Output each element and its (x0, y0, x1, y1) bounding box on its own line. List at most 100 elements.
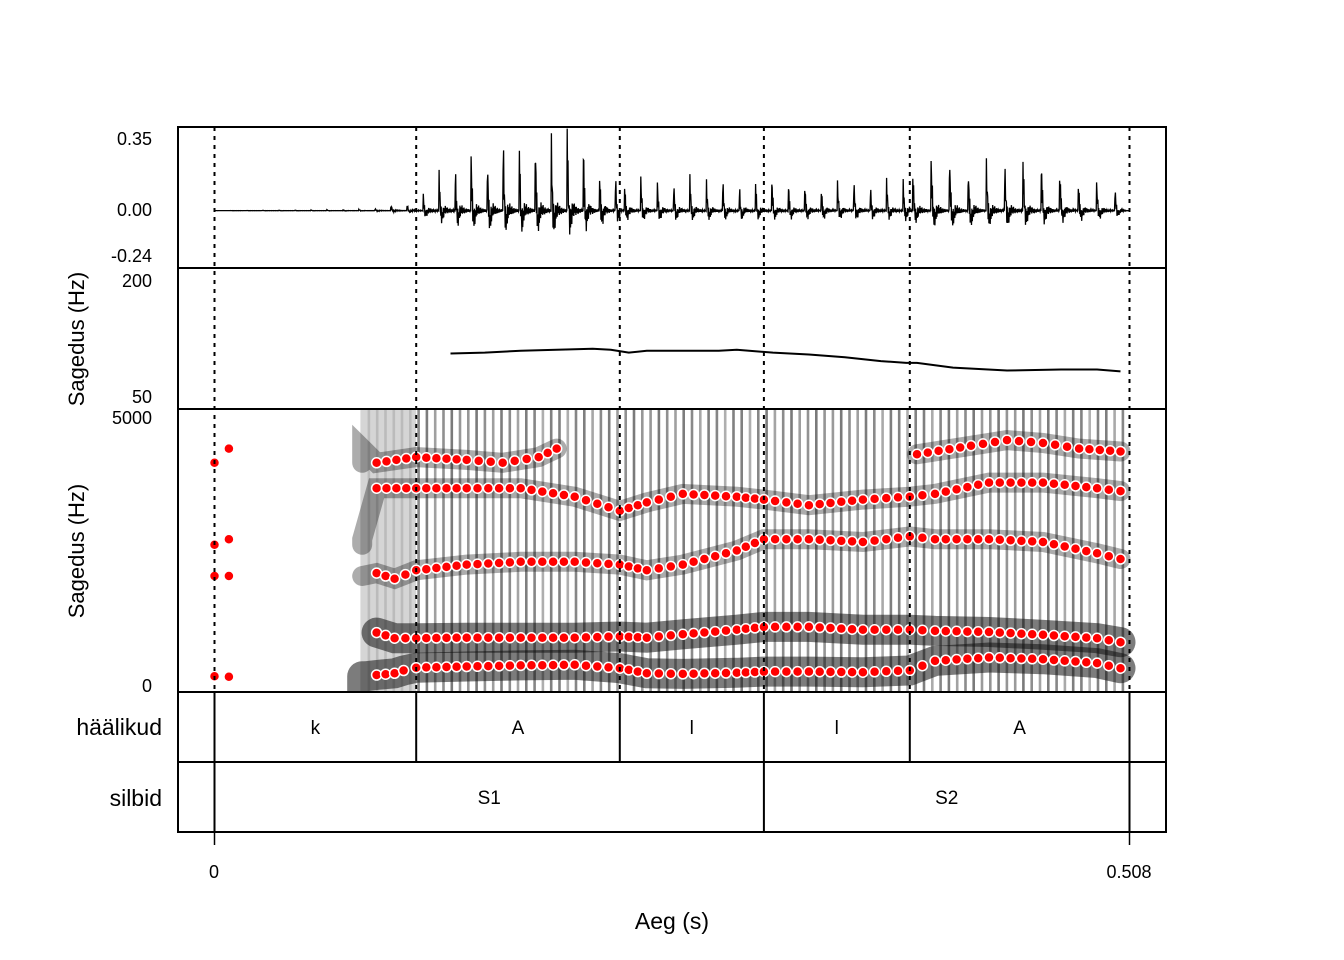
spectrogram-striation (897, 409, 901, 692)
formant-point-f1 (687, 667, 700, 680)
segment-boundaries (213, 127, 1131, 692)
formant-point-f2 (1015, 627, 1028, 640)
formant-point-f2 (399, 632, 412, 644)
formant-point-f1 (471, 660, 484, 673)
formant-point-f1 (1015, 652, 1028, 665)
formant-point-f5 (472, 455, 485, 467)
formant-point-f1 (983, 651, 995, 664)
formant-point-f3 (1069, 543, 1082, 555)
formant-point-f1 (1037, 653, 1049, 665)
spectrogram-striation (549, 409, 553, 692)
spectrogram-striation (491, 409, 495, 692)
spectrogram-striation (922, 409, 926, 692)
spectrogram-striation (997, 409, 1000, 692)
formant-point-f4 (880, 492, 893, 504)
formant-point-f2 (791, 621, 804, 633)
formant-point-f3 (1103, 550, 1115, 562)
formant-point-f4 (857, 493, 869, 506)
formant-point-f5 (390, 454, 403, 466)
formant-point-f1 (397, 664, 410, 677)
formant-point-f1 (623, 664, 635, 676)
formant-point-f5b (977, 438, 989, 450)
x-axis-label: Aeg (s) (635, 908, 709, 934)
formant-point-f1 (835, 666, 848, 678)
segment-label: l (835, 718, 839, 739)
formant-point-f2 (536, 631, 549, 644)
formant-point-f1 (916, 659, 929, 672)
formant-point-f1 (940, 654, 952, 666)
formant-point-f5 (508, 455, 521, 467)
formant-point-f3 (780, 533, 793, 545)
formant-point-f4 (892, 491, 904, 504)
formant-point-f5 (450, 453, 463, 466)
formant-point-f4 (940, 485, 952, 498)
formant-point-f2 (430, 632, 443, 644)
formant-point-f1 (1091, 657, 1103, 669)
formant-point-f4 (400, 482, 413, 494)
spectrogram-striation (616, 409, 619, 692)
formant-point-f5 (380, 455, 393, 468)
formant-point-f5 (541, 447, 554, 459)
formant-point-f2 (602, 631, 615, 643)
formant-point-f5b (1001, 434, 1013, 446)
formant-point-f2 (1026, 628, 1038, 641)
formant-point-f5b (965, 440, 977, 452)
formant-point-f1 (929, 655, 941, 667)
formant-point-f1 (504, 659, 516, 672)
formant-point-f5b (1061, 440, 1073, 453)
formant-point-f2 (450, 632, 463, 644)
formant-point-f5b (1037, 437, 1049, 449)
spectrogram-striation (475, 409, 478, 692)
formant-point-f5 (400, 452, 413, 465)
formant-point-f4 (720, 490, 732, 502)
spectrogram-striation (964, 409, 967, 692)
spectrogram-striation (1121, 409, 1125, 692)
formant-point-f1 (720, 667, 732, 679)
formant-point-f2 (857, 623, 869, 636)
formant-point-f4 (677, 488, 689, 500)
formant-point-f2 (824, 622, 837, 634)
spectrogram-striation (1013, 409, 1017, 692)
formant-point-f4 (514, 482, 527, 494)
spectrogram-striation (1038, 409, 1042, 692)
formant-point-f2 (1114, 636, 1127, 648)
formant-point-f2 (460, 631, 473, 644)
formant-point-f2 (983, 626, 995, 638)
formant-point-f4 (460, 482, 473, 494)
formant-point-f1 (824, 666, 837, 678)
formant-point-f2 (1103, 634, 1115, 646)
formant-point-f4 (558, 489, 570, 501)
formant-point-f3 (460, 558, 473, 571)
spectrogram-striation (450, 409, 454, 692)
spectrogram-striation (881, 409, 884, 692)
formant-point-f1 (514, 659, 527, 672)
formant-point-f3 (1004, 534, 1017, 547)
formant-point-f4 (390, 482, 403, 494)
spectrogram-striation (715, 409, 719, 692)
formant-point-f3 (591, 557, 604, 569)
formant-point-f2 (677, 628, 689, 641)
pitch-ytick-top: 200 (122, 271, 152, 291)
formant-point-f1 (780, 665, 793, 678)
formant-point-f1 (677, 668, 689, 680)
formant-point-f3 (388, 573, 401, 585)
formant-point-f2 (972, 626, 984, 638)
formant-point-f3 (846, 535, 858, 548)
formant-point-f4 (525, 484, 538, 496)
formant-tracks (208, 434, 1127, 683)
formant-point-f2 (1004, 627, 1017, 639)
spectrogram-striation (458, 409, 462, 692)
formant-point-f4 (994, 476, 1006, 489)
formant-point-f4 (1080, 481, 1093, 493)
formant-point-f1 (791, 665, 804, 678)
formant-point-f5 (460, 454, 473, 466)
spectrogram-striation (400, 409, 404, 692)
formant-point-f1 (868, 666, 881, 678)
formant-point-f5b (911, 448, 923, 461)
formant-point-f1 (493, 660, 505, 672)
formant-point-f3 (1058, 540, 1071, 553)
formant-point-f2 (720, 624, 732, 637)
spectrogram-striation (765, 409, 768, 692)
formant-point-f5b (954, 441, 966, 454)
